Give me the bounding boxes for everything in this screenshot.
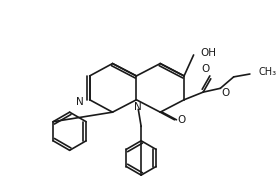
Text: CH₃: CH₃ — [258, 67, 277, 77]
Text: N: N — [134, 102, 142, 112]
Text: O: O — [221, 88, 229, 98]
Text: O: O — [201, 64, 209, 74]
Text: OH: OH — [200, 48, 216, 58]
Text: O: O — [177, 115, 185, 125]
Text: N: N — [76, 97, 84, 107]
